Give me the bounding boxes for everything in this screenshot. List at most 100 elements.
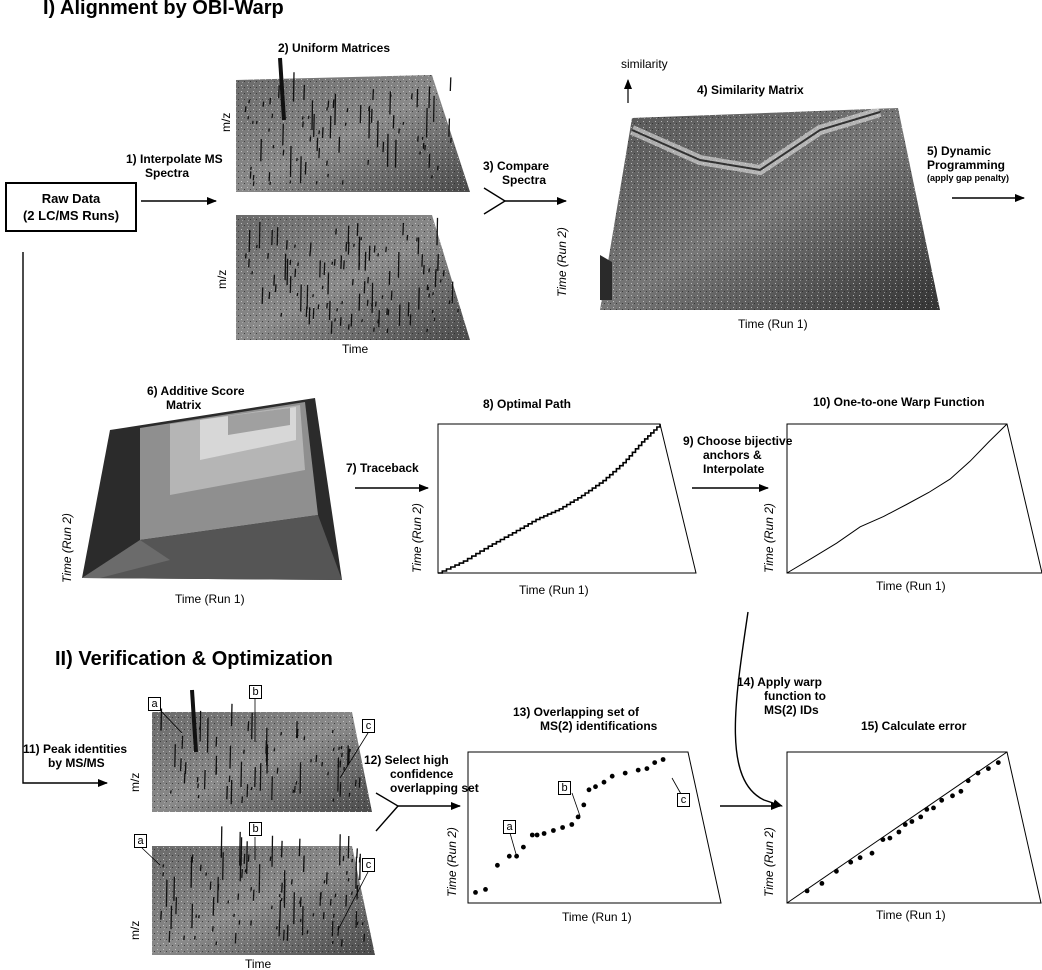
- calculate-error-point: [909, 819, 915, 824]
- calculate-error-point: [887, 835, 893, 841]
- step-3-line1: 3) Compare: [483, 159, 550, 173]
- spectral-peak: [183, 772, 186, 784]
- step-2-label: 2) Uniform Matrices: [278, 41, 391, 55]
- warp-function-plot: [786, 423, 1008, 574]
- uniform-matrix-bottom: [236, 215, 470, 340]
- spectral-peak: [339, 834, 341, 866]
- spectral-peak: [358, 293, 361, 311]
- optimal-path-line: [438, 424, 661, 574]
- spectral-peak: [448, 118, 451, 137]
- spectral-peak: [424, 145, 426, 151]
- spectral-peak: [301, 906, 304, 936]
- mz-label-bottom: m/z: [215, 269, 229, 289]
- spectral-peak: [197, 783, 199, 789]
- spectral-peak: [175, 897, 178, 915]
- spectral-peak: [319, 260, 321, 278]
- calculate-error-point: [857, 855, 863, 861]
- spectral-peak: [372, 89, 375, 101]
- spectral-peak: [340, 255, 343, 269]
- spectral-peak: [241, 796, 244, 804]
- spectral-peak: [321, 762, 324, 767]
- spectral-peak: [428, 86, 431, 109]
- spectral-peak: [271, 776, 273, 801]
- spectral-peak: [327, 173, 329, 178]
- calculate-error-frame: [786, 751, 1042, 904]
- spectral-peak: [331, 261, 334, 265]
- spectral-peak: [436, 165, 439, 171]
- spectral-peak: [162, 872, 165, 877]
- spectral-peak: [278, 893, 281, 898]
- spectral-peak: [368, 105, 371, 139]
- spectral-peak: [435, 268, 437, 273]
- spectral-peak: [241, 869, 243, 878]
- overlapping-ids-point: [541, 831, 547, 836]
- spectral-peak: [266, 744, 269, 774]
- spectral-peak: [268, 172, 271, 182]
- spectral-peak: [306, 930, 309, 934]
- step-8-label: 8) Optimal Path: [483, 397, 572, 411]
- spectral-peak: [304, 161, 307, 175]
- spectral-peak: [325, 872, 328, 885]
- spectral-peak: [331, 920, 334, 937]
- spectral-peak: [160, 910, 162, 920]
- step-14-line3: MS(2) IDs: [764, 702, 819, 717]
- overlapping-ids-point: [586, 787, 592, 793]
- dominant-peak: [278, 57, 286, 121]
- spectral-peak: [292, 789, 295, 794]
- spectral-peak: [306, 284, 309, 310]
- step-12-line1: 12) Select high: [364, 753, 449, 767]
- step-1-label: 1) Interpolate MS Spectra: [126, 152, 223, 181]
- spectral-peak: [394, 139, 397, 168]
- spectral-peak: [407, 302, 410, 317]
- step-6-label: 6) Additive Score Matrix: [147, 384, 245, 413]
- spectral-peak: [243, 853, 246, 864]
- spectral-peak: [222, 852, 224, 880]
- step-5-label: 5) Dynamic Programming (apply gap penalt…: [927, 144, 1009, 183]
- score-y-label: Time (Run 2): [60, 513, 74, 583]
- spectral-peak: [323, 880, 326, 884]
- spectral-peak: [311, 100, 314, 131]
- step-11-line1: 11) Peak identities: [23, 742, 128, 756]
- section-1-title: I) Alignment by OBI-Warp: [43, 0, 284, 19]
- spectral-peak: [351, 279, 354, 286]
- spectral-peak: [276, 767, 279, 774]
- step-5-line1: 5) Dynamic: [927, 144, 992, 158]
- spectral-peak: [321, 285, 324, 290]
- overlapping-ids-point: [569, 822, 575, 827]
- overlapping-ids-point: [560, 825, 565, 830]
- calculate-error-point: [848, 859, 854, 865]
- step-12-line3: overlapping set: [390, 780, 479, 795]
- spectral-peak: [179, 758, 182, 772]
- spectral-peak: [449, 77, 452, 92]
- spectral-peak: [251, 120, 254, 125]
- spectral-peak: [289, 276, 292, 293]
- overlapping-ids-point: [495, 862, 500, 868]
- spectral-peak: [244, 106, 247, 113]
- spectral-peak: [385, 246, 387, 253]
- spectral-peak: [368, 245, 371, 261]
- spectral-peak: [358, 262, 361, 267]
- optimal-path-plot: [438, 424, 661, 574]
- spectral-peak: [434, 272, 437, 288]
- arrow-apply-warp: [734, 611, 783, 807]
- step-14-label: 14) Apply warp function to MS(2) IDs: [737, 675, 826, 717]
- spectral-peak: [409, 314, 412, 326]
- spectral-peak: [289, 259, 292, 266]
- spectral-peak: [275, 926, 278, 930]
- spectral-peak: [418, 287, 420, 310]
- spectral-peak: [342, 855, 345, 862]
- spectral-peak: [198, 914, 200, 919]
- spectral-peak: [347, 745, 349, 766]
- spectral-peak: [327, 100, 330, 108]
- spectral-peak: [248, 229, 251, 253]
- spectral-peak: [220, 826, 223, 858]
- spectral-peak: [422, 142, 425, 149]
- spectral-peak: [358, 777, 361, 788]
- spectral-peak: [303, 84, 306, 100]
- overlapping-ids-point: [644, 766, 650, 771]
- spectral-peak: [316, 137, 319, 152]
- spectral-peak: [293, 892, 295, 925]
- spectral-peak: [162, 864, 165, 868]
- spectral-peak: [262, 101, 265, 107]
- spectral-peak: [373, 327, 375, 332]
